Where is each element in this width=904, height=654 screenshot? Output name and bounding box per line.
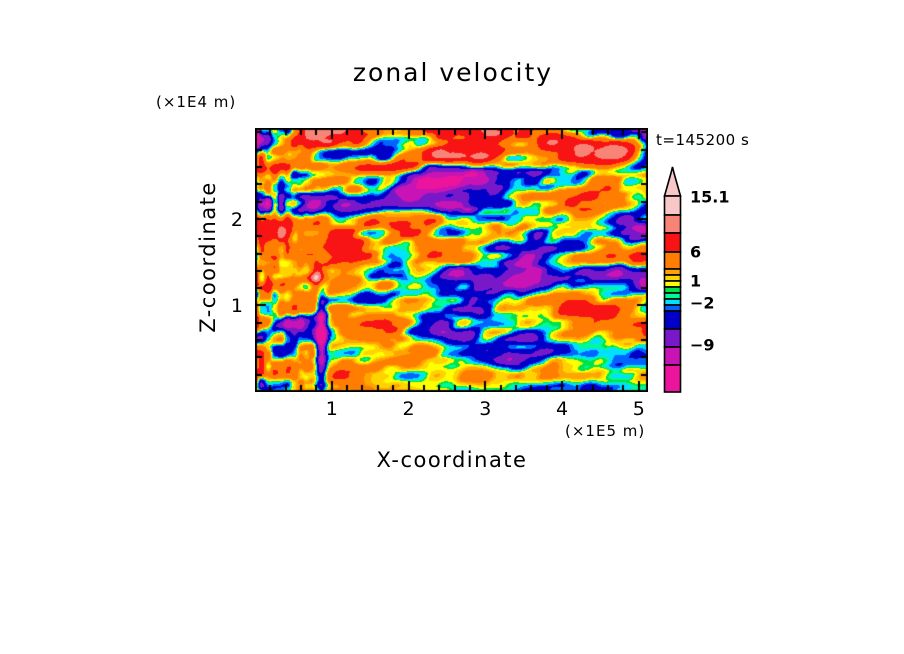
time-annotation: t=145200 s: [656, 131, 750, 149]
colorbar-segment: [663, 310, 682, 330]
colorbar-segment: [663, 274, 682, 282]
colorbar: [663, 166, 682, 393]
z-tick-label: 1: [230, 295, 243, 318]
colorbar-segment: [663, 364, 682, 393]
colorbar-segment: [663, 328, 682, 348]
colorbar-segment: [663, 304, 682, 312]
colorbar-segment: [663, 286, 682, 294]
colorbar-tick-label: −9: [690, 335, 715, 355]
x-tick-label: 1: [325, 398, 338, 420]
x-tick-label: 2: [402, 398, 415, 420]
x-axis-unit-label: (×1E5 m): [565, 422, 646, 440]
colorbar-segment: [663, 280, 682, 288]
x-tick-label: 3: [479, 398, 492, 420]
x-axis-title: X-coordinate: [376, 448, 528, 472]
z-tick-label: 2: [230, 208, 243, 231]
colorbar-segment: [663, 346, 682, 366]
colorbar-tick-label: 6: [690, 242, 702, 262]
x-tick-label: 4: [555, 398, 569, 420]
colorbar-tick-label: −2: [690, 293, 715, 313]
z-axis-unit-label: (×1E4 m): [156, 93, 237, 111]
colorbar-segment: [663, 298, 682, 306]
colorbar-tick-label: 15.1: [690, 187, 730, 207]
colorbar-tick-label: 1: [690, 271, 702, 291]
colorbar-segment: [663, 251, 682, 270]
contour-plot-canvas: [255, 128, 648, 392]
colorbar-segment: [663, 232, 682, 253]
colorbar-segment: [663, 292, 682, 300]
colorbar-arrow: [663, 166, 682, 197]
colorbar-segment: [663, 214, 682, 234]
chart-title: zonal velocity: [352, 58, 554, 87]
colorbar-segment: [663, 195, 682, 216]
colorbar-segment: [663, 268, 682, 276]
x-tick-label: 5: [632, 398, 645, 420]
